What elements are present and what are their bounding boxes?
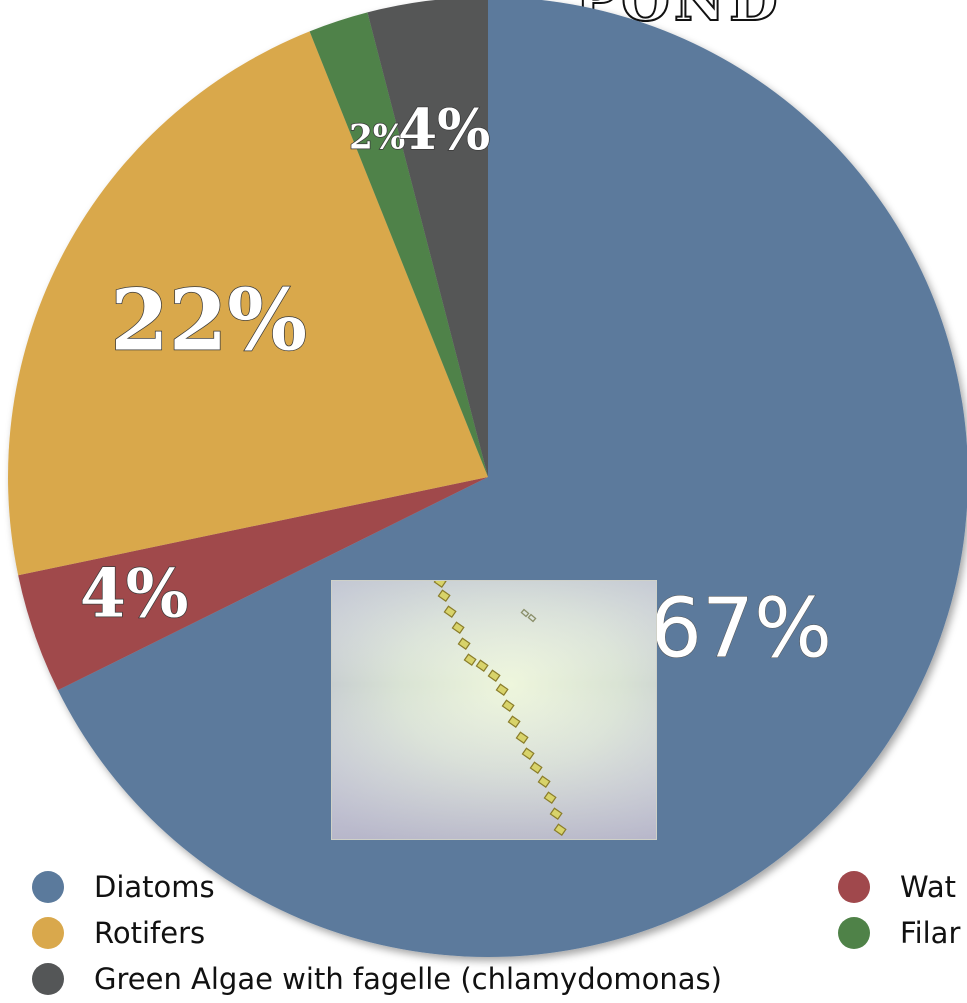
legend-label: Rotifers xyxy=(94,916,206,950)
legend-swatch-icon xyxy=(32,963,64,995)
slice-label-water: 4% xyxy=(80,554,189,632)
legend-item-2: Rotifers xyxy=(32,916,205,950)
pie-slice-green xyxy=(367,0,488,477)
legend-label: Filar xyxy=(900,916,961,950)
slice-label-filamentous: 2% xyxy=(349,118,405,158)
legend-swatch-icon xyxy=(838,871,870,903)
pie-slice-rotifers xyxy=(8,31,488,576)
legend-label: Wat xyxy=(900,870,956,904)
legend-item-3: Green Algae with fagelle (chlamydomonas) xyxy=(32,962,722,996)
legend-item-1: Diatoms xyxy=(32,870,215,904)
slice-label-rotifers: 22% xyxy=(110,270,307,369)
legend-item-4: Wat xyxy=(838,870,956,904)
legend-swatch-icon xyxy=(32,871,64,903)
pie-slice-diatoms xyxy=(57,0,967,957)
pie-slice-water xyxy=(18,477,488,691)
legend-label: Green Algae with fagelle (chlamydomonas) xyxy=(94,962,722,996)
legend-swatch-icon xyxy=(32,917,64,949)
slice-label-green: 4% xyxy=(398,97,490,163)
legend-swatch-icon xyxy=(838,917,870,949)
legend-item-5: Filar xyxy=(838,916,960,950)
pie-slice-filamentous xyxy=(309,12,488,478)
legend-label: Diatoms xyxy=(94,870,215,904)
diatom-micrograph-image xyxy=(331,580,657,840)
diatom-chain-icon xyxy=(433,581,567,836)
slice-label-diatoms: 67% xyxy=(650,581,832,676)
